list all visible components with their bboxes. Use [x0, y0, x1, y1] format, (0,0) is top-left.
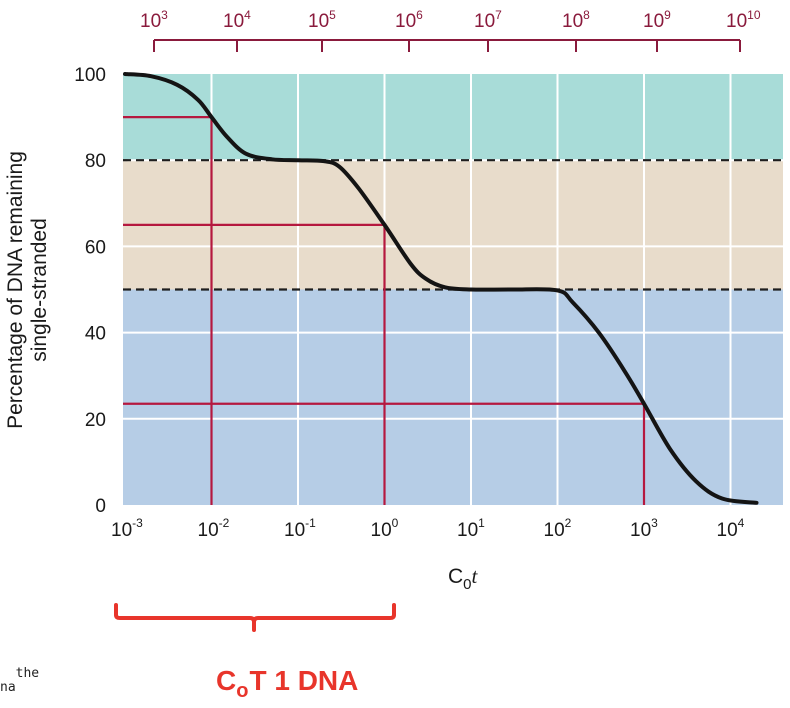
y-axis-title-line2: single-stranded: [28, 218, 51, 362]
stray-text-line1: the: [0, 666, 40, 681]
band-0: [123, 74, 783, 161]
y-axis-title: Percentage of DNA remaining single-stran…: [4, 151, 51, 429]
top-axis-label: 108: [562, 8, 590, 32]
x-axis-title: C0t: [448, 564, 479, 593]
y-tick-label: 60: [85, 237, 106, 258]
x-tick-label: 104: [717, 516, 745, 541]
y-tick-label: 20: [85, 410, 106, 431]
top-axis-label: 103: [140, 8, 168, 32]
top-axis-label: 105: [308, 8, 336, 32]
reassociation-curve: [123, 72, 759, 505]
y-tick-label: 0: [95, 496, 106, 517]
top-axis-label: 106: [395, 8, 423, 32]
y-tick-label: 100: [74, 65, 106, 86]
reassociation-bands: [123, 74, 783, 505]
y-axis-tick-labels: 0 20 40 60 80 100: [74, 65, 106, 517]
x-tick-label: 100: [371, 516, 399, 541]
x-tick-label: 101: [457, 516, 485, 541]
top-axis-label: 1010: [726, 8, 761, 32]
x-tick-label: 10-3: [111, 516, 143, 541]
x-tick-label: 102: [544, 516, 572, 541]
top-axis-label: 107: [474, 8, 502, 32]
band-2: [123, 289, 783, 505]
stray-text-line2: na: [0, 680, 16, 695]
top-axis-label: 104: [223, 8, 251, 32]
x-tick-label: 103: [630, 516, 658, 541]
y-axis-title-line1: Percentage of DNA remaining: [4, 151, 27, 429]
y-tick-label: 80: [85, 151, 106, 172]
top-secondary-axis: 103 104 105 106 107 108 109 1010: [140, 8, 761, 52]
x-axis-tick-labels: 10-3 10-2 10-1 100 101 102 103 104: [111, 516, 745, 541]
cot1-bracket: [114, 603, 396, 632]
top-axis-label: 109: [643, 8, 671, 32]
x-tick-label: 10-1: [284, 516, 316, 541]
cot1-dna-label: CoT 1 DNA: [216, 665, 358, 702]
x-tick-label: 10-2: [198, 516, 230, 541]
y-tick-label: 40: [85, 324, 106, 345]
